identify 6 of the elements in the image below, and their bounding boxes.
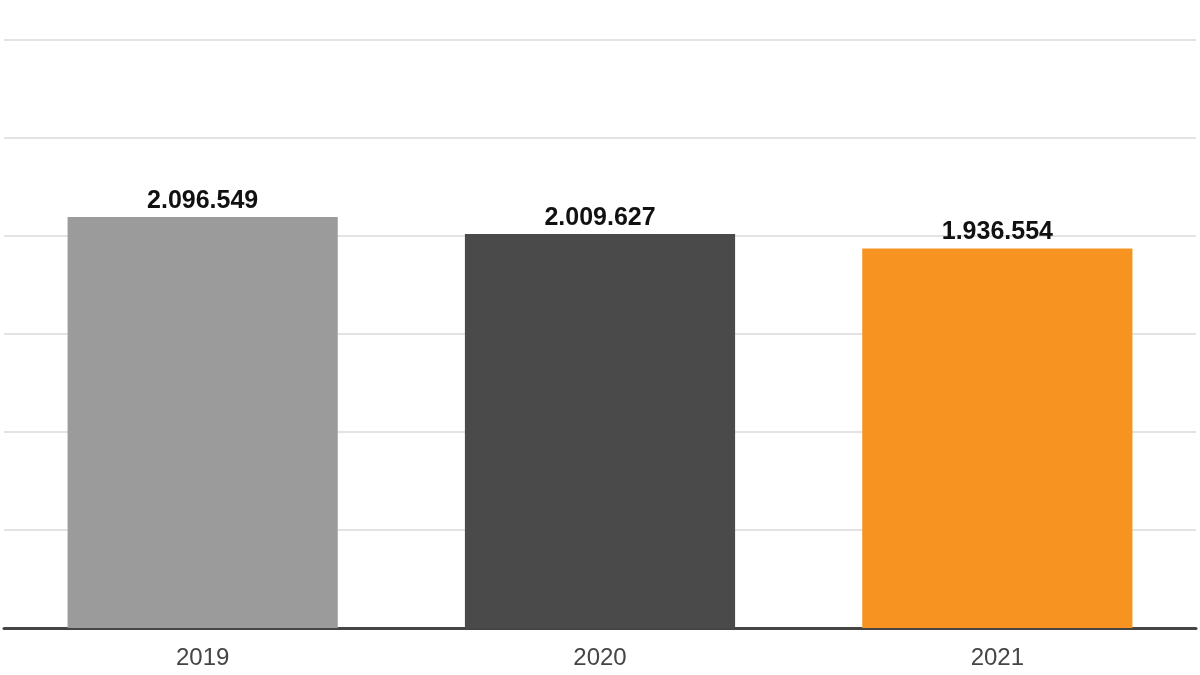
data-label: 1.936.554 bbox=[941, 215, 1054, 244]
data-label: 2.009.627 bbox=[544, 201, 656, 230]
x-tick-label: 2019 bbox=[175, 642, 230, 670]
data-label: 2.096.549 bbox=[147, 184, 259, 213]
x-tick-label: 2020 bbox=[573, 642, 627, 670]
x-tick-label: 2021 bbox=[970, 642, 1025, 670]
